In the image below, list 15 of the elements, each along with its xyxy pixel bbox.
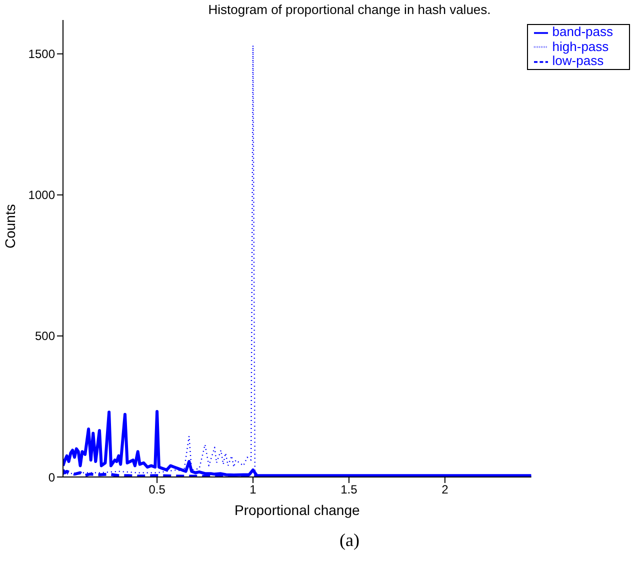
legend-label: low-pass	[552, 53, 604, 68]
legend-label: high-pass	[552, 38, 609, 54]
text: (a)	[338, 530, 360, 551]
y-tick-label: 500	[34, 329, 56, 344]
x-tick-label: 0.5	[148, 482, 166, 497]
y-tick-label: 1500	[28, 47, 56, 62]
x-tick-label: 1.5	[340, 482, 358, 497]
x-tick-label: 1	[250, 482, 257, 497]
y-tick-label: 1000	[28, 188, 56, 202]
x-axis-title: Proportional change	[234, 502, 360, 518]
legend-label: band-pass	[552, 24, 613, 39]
chart-title: Histogram of proportional change in hash values.	[207, 2, 492, 17]
y-axis-title: Counts	[2, 204, 18, 248]
y-tick-label: 0	[48, 470, 56, 484]
x-tick-label: 2	[442, 482, 449, 497]
